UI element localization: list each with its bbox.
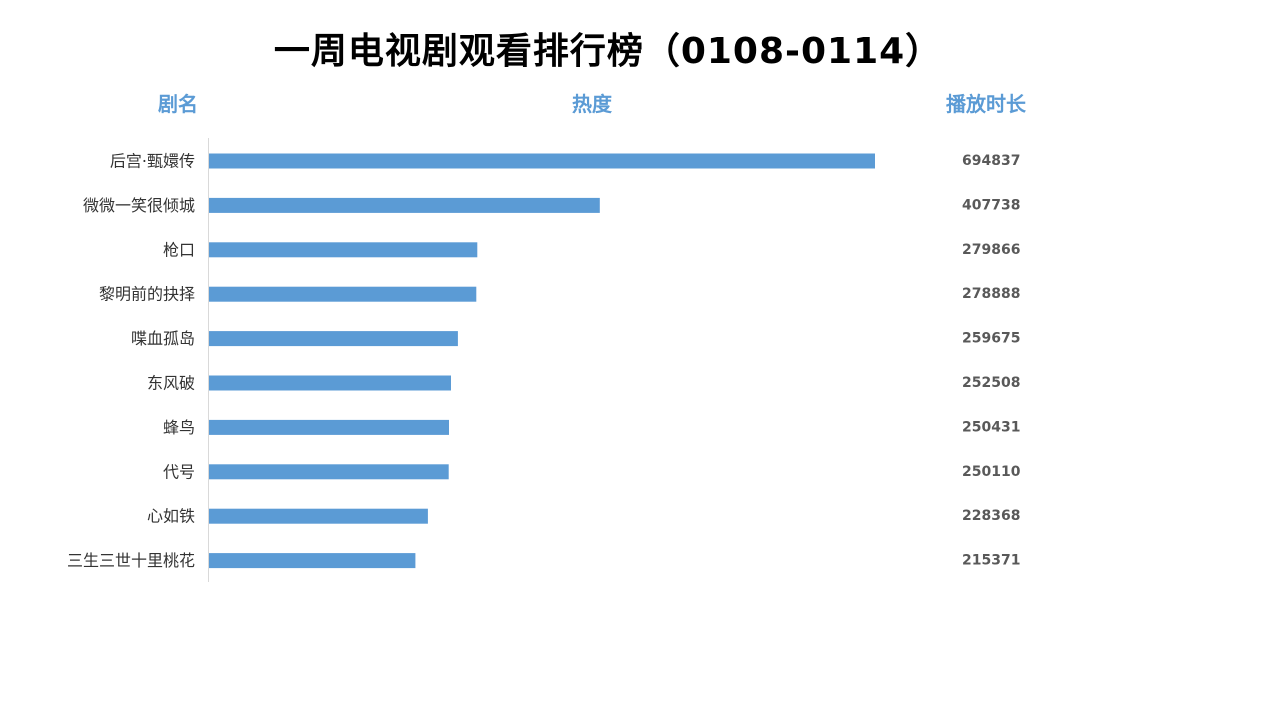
data-label: 250110 (962, 464, 1021, 480)
bar (209, 153, 875, 169)
data-label: 228368 (962, 508, 1020, 524)
category-label: 枪口 (163, 240, 195, 259)
value-labels: 694837 407738 279866 278888 259675 252508 2504… (962, 153, 1021, 569)
data-label: 252508 (962, 375, 1020, 391)
category-label: 喋血孤岛 (131, 329, 195, 348)
data-label: 407738 (962, 197, 1020, 213)
category-labels: 后宫·甄嬛传微微一笑很倾城枪口黎明前的抉择喋血孤岛东风破蜂鸟代号心如铁三生三世十… (67, 152, 195, 571)
bar (209, 464, 449, 480)
column-header-name: 剧名 (158, 92, 198, 116)
bar (209, 331, 458, 347)
bar (209, 419, 449, 435)
bar (209, 375, 451, 391)
column-header-heat: 热度 (572, 92, 612, 116)
data-label: 259675 (962, 331, 1020, 347)
bar (209, 553, 416, 569)
data-label: 694837 (962, 153, 1020, 169)
category-label: 黎明前的抉择 (99, 285, 195, 304)
data-label: 215371 (962, 553, 1020, 569)
bars-group (209, 153, 875, 569)
category-label: 后宫·甄嬛传 (110, 152, 195, 171)
category-label: 三生三世十里桃花 (67, 551, 195, 570)
data-label: 279866 (962, 242, 1020, 258)
category-label: 东风破 (147, 374, 195, 393)
column-header-duration: 播放时长 (946, 92, 1026, 116)
category-label: 微微一笑很倾城 (83, 196, 195, 215)
bar (209, 242, 478, 258)
bar (209, 286, 477, 302)
category-label: 蜂鸟 (163, 418, 195, 437)
data-label: 250431 (962, 419, 1020, 435)
category-label: 代号 (163, 462, 195, 481)
page-title: 一周电视剧观看排行榜（0108-0114） (273, 31, 943, 72)
category-label: 心如铁 (147, 507, 195, 526)
bar (209, 197, 600, 213)
bar (209, 508, 428, 524)
data-label: 278888 (962, 286, 1020, 302)
